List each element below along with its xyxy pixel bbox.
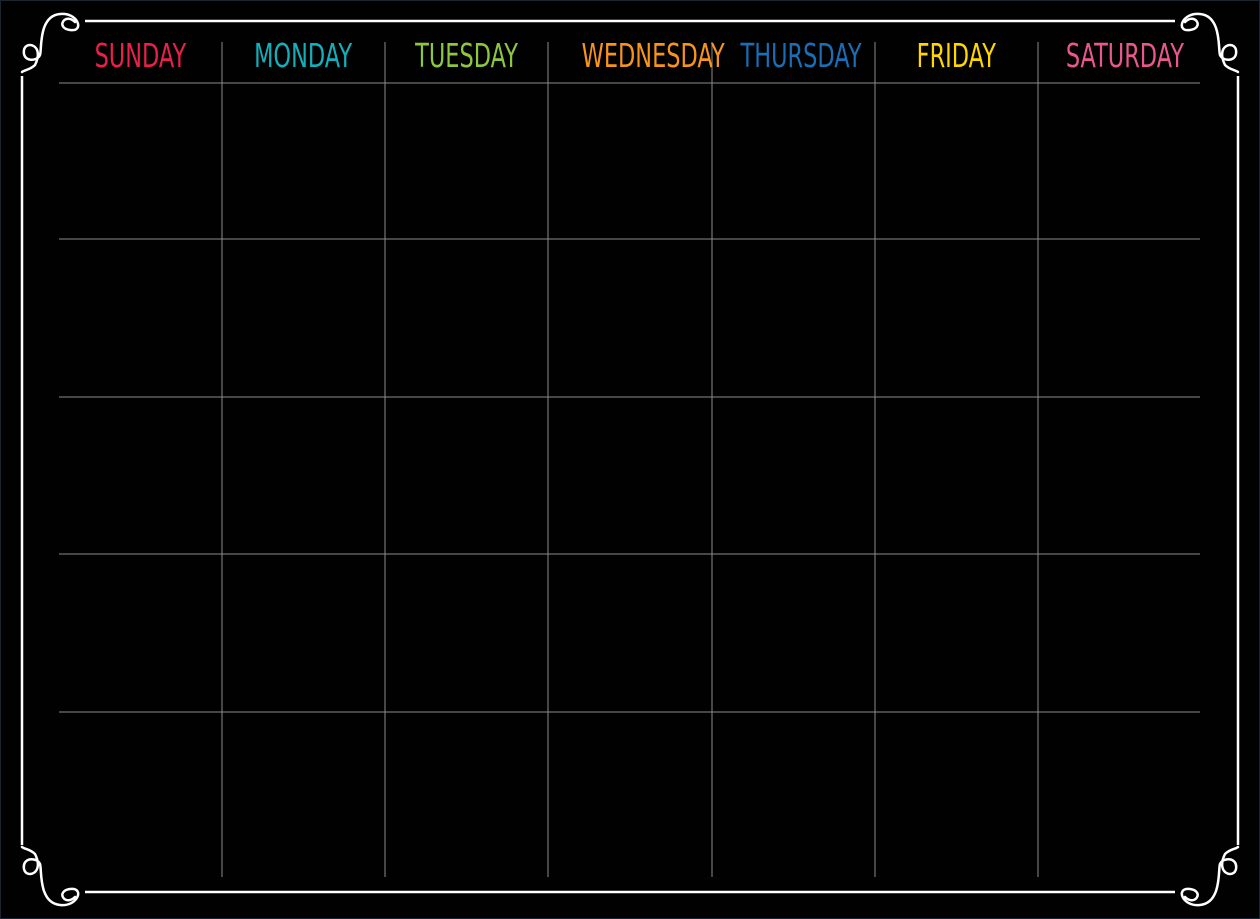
- weekday-header-wednesday: WEDNESDAY: [548, 34, 725, 78]
- corner-swirl-ornament: [1180, 845, 1240, 907]
- weekday-header-sunday: SUNDAY: [59, 34, 222, 78]
- weekday-header-thursday: THURSDAY: [712, 34, 875, 78]
- weekday-header-friday: FRIDAY: [875, 34, 1038, 78]
- weekday-label: TUESDAY: [415, 36, 518, 75]
- weekday-label: FRIDAY: [916, 36, 997, 75]
- corner-swirl-ornament: [1180, 12, 1240, 74]
- weekday-label: SATURDAY: [1065, 36, 1185, 75]
- weekday-label: MONDAY: [254, 36, 353, 75]
- weekday-header-monday: MONDAY: [222, 34, 385, 78]
- weekday-header-tuesday: TUESDAY: [385, 34, 548, 78]
- weekday-label: SUNDAY: [94, 36, 187, 75]
- corner-swirl-ornament: [20, 12, 80, 74]
- weekday-label: WEDNESDAY: [581, 36, 725, 75]
- weekday-label: THURSDAY: [740, 36, 862, 75]
- corner-swirl-ornament: [20, 845, 80, 907]
- weekday-header-saturday: SATURDAY: [1038, 34, 1200, 78]
